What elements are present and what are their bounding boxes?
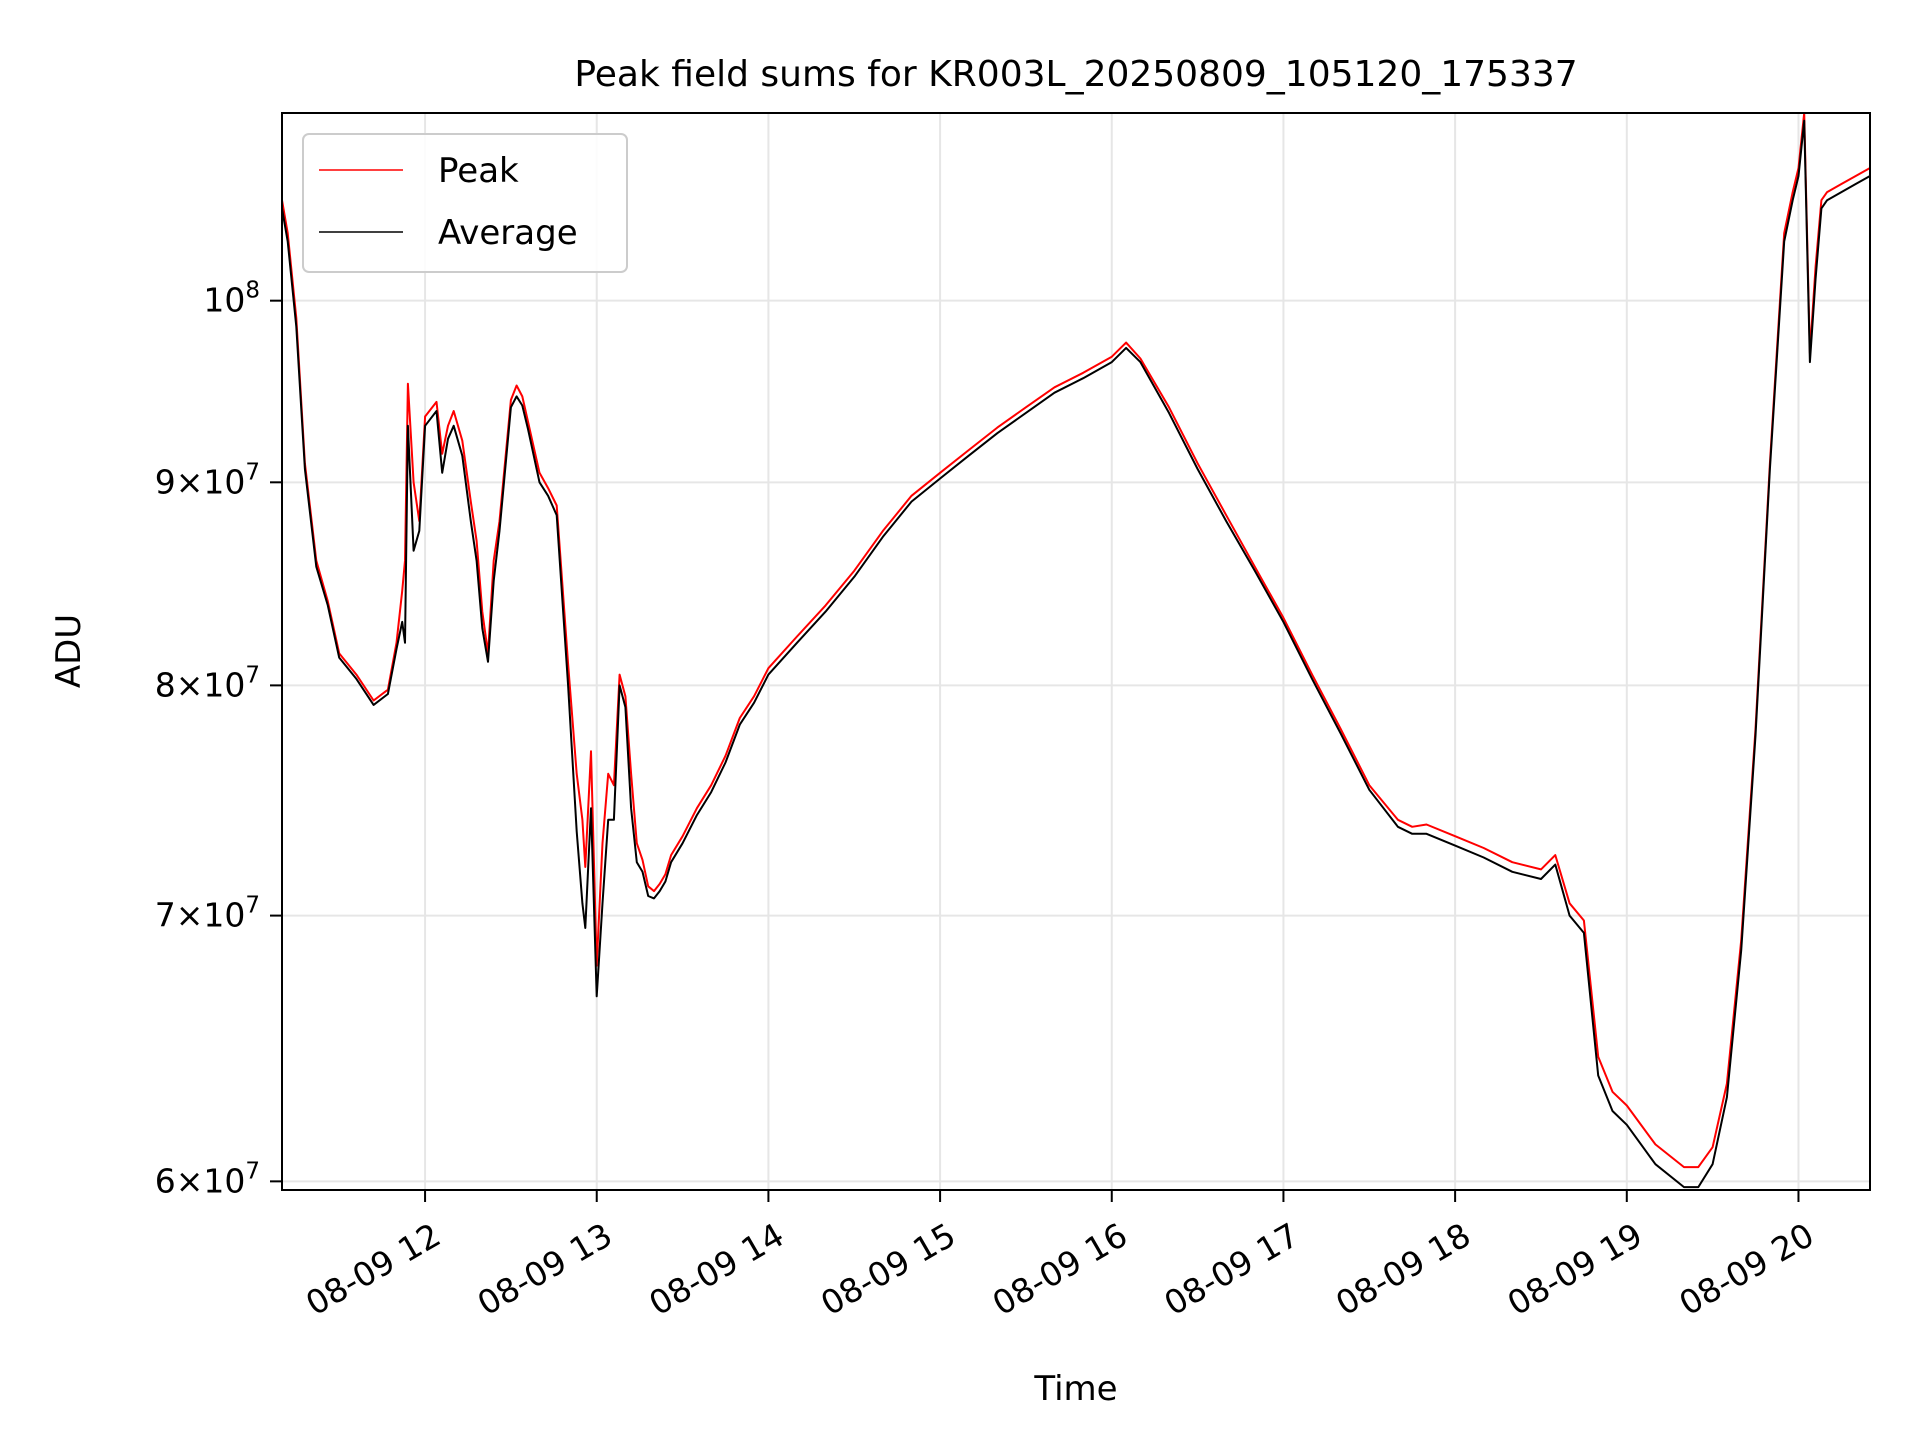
series-line-peak: [281, 112, 1871, 1169]
y-tick-label: 8×107: [155, 662, 260, 704]
series-line-average: [281, 119, 1871, 1189]
legend: Peak Average: [302, 133, 628, 273]
plot-frame: [281, 112, 1871, 1191]
y-axis-label: ADU: [49, 614, 89, 688]
legend-label-peak: Peak: [438, 151, 519, 191]
y-tick-label: 7×107: [155, 893, 260, 935]
y-tick-label: 108: [203, 278, 260, 320]
legend-box: [302, 133, 628, 273]
legend-label-average: Average: [438, 213, 578, 253]
series-layer: [281, 112, 1871, 1189]
grid: [282, 113, 1870, 1190]
y-axis: 6×107 7×107 8×107 9×107 108: [155, 278, 282, 1200]
y-tick-label: 9×107: [155, 459, 260, 501]
y-tick-label: 6×107: [155, 1158, 260, 1200]
chart-title: Peak field sums for KR003L_20250809_1051…: [574, 54, 1577, 95]
x-axis-label: Time: [1033, 1369, 1117, 1409]
